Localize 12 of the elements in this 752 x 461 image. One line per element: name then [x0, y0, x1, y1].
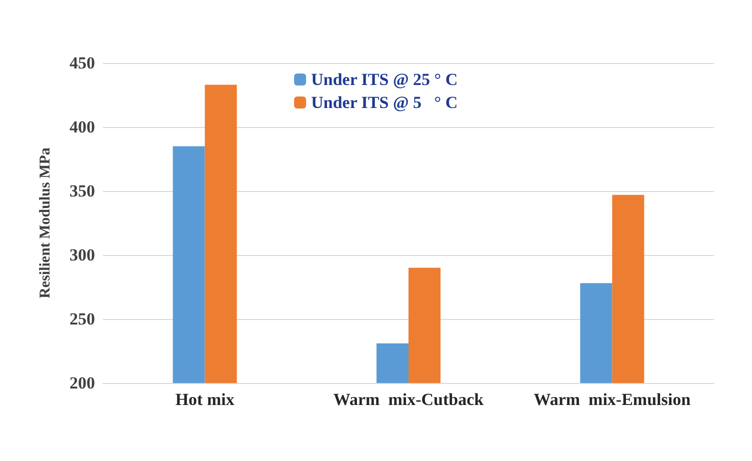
y-tick-label: 450 [70, 54, 95, 72]
x-tick-label: Warm mix-Cutback [333, 390, 484, 409]
y-axis-title: Resilient Modulus MPa [38, 147, 54, 298]
y-tick-label: 400 [70, 118, 95, 136]
y-tick-label: 350 [70, 182, 95, 200]
y-tick-label: 200 [70, 374, 95, 392]
x-tick-label: Hot mix [175, 390, 235, 409]
legend-label: Under ITS @ 25 ° C [311, 70, 458, 89]
legend-label: Under ITS @ 5 ° C [311, 93, 458, 112]
y-tick-label: 300 [70, 246, 95, 264]
y-tick-label: 250 [70, 310, 95, 328]
x-tick-label: Warm mix-Emulsion [534, 390, 692, 409]
